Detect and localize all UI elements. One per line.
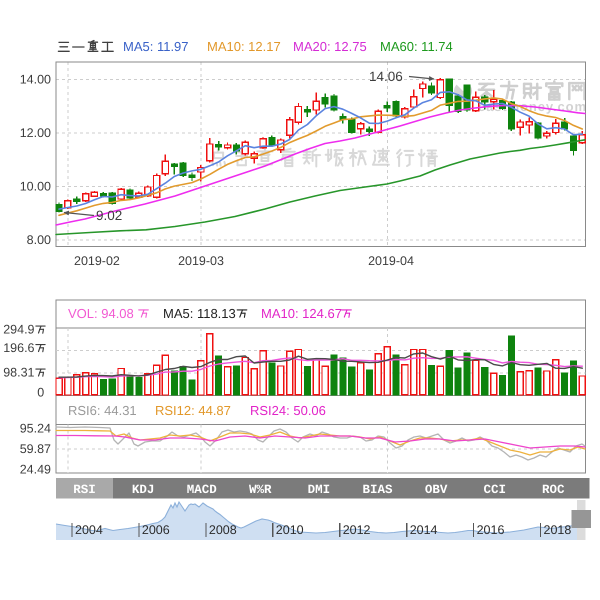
svg-text:0: 0 bbox=[37, 386, 44, 400]
svg-text:196.6: 196.6 bbox=[3, 341, 34, 355]
svg-text:RSI24: 50.06: RSI24: 50.06 bbox=[250, 403, 326, 418]
svg-text:KDJ: KDJ bbox=[132, 483, 155, 497]
svg-text:2018: 2018 bbox=[544, 523, 572, 537]
svg-text:VOL: 94.08: VOL: 94.08 bbox=[68, 306, 134, 321]
svg-text:10.00: 10.00 bbox=[20, 180, 51, 194]
svg-text:2016: 2016 bbox=[477, 523, 505, 537]
svg-text:RSI12: 44.87: RSI12: 44.87 bbox=[155, 403, 231, 418]
svg-text:14.06: 14.06 bbox=[369, 69, 403, 84]
svg-text:2019-04: 2019-04 bbox=[368, 254, 414, 268]
svg-text:2006: 2006 bbox=[142, 523, 170, 537]
svg-text:MA10: 12.17: MA10: 12.17 bbox=[207, 39, 281, 54]
svg-text:MA20: 12.75: MA20: 12.75 bbox=[293, 39, 367, 54]
svg-text:59.87: 59.87 bbox=[20, 442, 51, 456]
svg-text:MA10: 124.67: MA10: 124.67 bbox=[261, 306, 342, 321]
svg-text:294.9: 294.9 bbox=[3, 323, 34, 337]
svg-text:2019-02: 2019-02 bbox=[74, 254, 120, 268]
svg-text:2014: 2014 bbox=[410, 523, 438, 537]
svg-text:MA5: 11.97: MA5: 11.97 bbox=[123, 39, 189, 54]
svg-text:98.31: 98.31 bbox=[3, 366, 34, 380]
svg-text:14.00: 14.00 bbox=[20, 73, 51, 87]
svg-text:MA5: 118.13: MA5: 118.13 bbox=[163, 306, 236, 321]
svg-text:DMI: DMI bbox=[308, 483, 331, 497]
svg-text:8.00: 8.00 bbox=[27, 233, 51, 247]
svg-text:12.00: 12.00 bbox=[20, 126, 51, 140]
svg-text:ROC: ROC bbox=[542, 483, 565, 497]
svg-text:CCI: CCI bbox=[483, 483, 506, 497]
svg-text:RSI: RSI bbox=[73, 483, 96, 497]
svg-text:24.49: 24.49 bbox=[20, 463, 51, 477]
svg-text:95.24: 95.24 bbox=[20, 422, 51, 436]
svg-text:2008: 2008 bbox=[209, 523, 237, 537]
svg-text:2019-03: 2019-03 bbox=[178, 254, 224, 268]
svg-text:2012: 2012 bbox=[343, 523, 371, 537]
svg-text:W%R: W%R bbox=[249, 483, 272, 497]
svg-text:BIAS: BIAS bbox=[362, 483, 393, 497]
svg-text:OBV: OBV bbox=[425, 483, 448, 497]
svg-text:9.02: 9.02 bbox=[96, 208, 122, 223]
svg-text:2010: 2010 bbox=[276, 523, 304, 537]
svg-text:RSI6: 44.31: RSI6: 44.31 bbox=[68, 403, 137, 418]
svg-text:2004: 2004 bbox=[75, 523, 103, 537]
svg-text:MA60: 11.74: MA60: 11.74 bbox=[380, 39, 453, 54]
svg-text:MACD: MACD bbox=[187, 483, 218, 497]
